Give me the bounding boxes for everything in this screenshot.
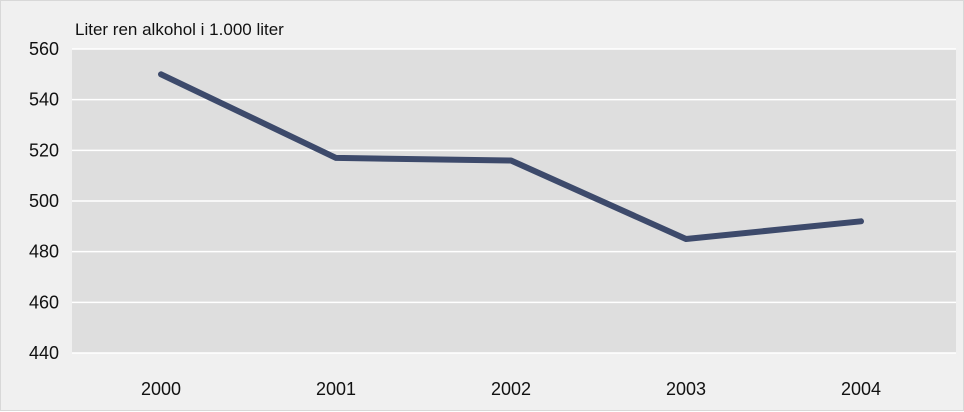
x-tick-label: 2004 <box>841 379 881 399</box>
y-axis-title: Liter ren alkohol i 1.000 liter <box>75 20 284 39</box>
y-tick-label: 460 <box>29 292 59 312</box>
x-tick-label: 2000 <box>141 379 181 399</box>
y-tick-label: 560 <box>29 39 59 59</box>
y-axis-ticks: 440 460 480 500 520 540 560 <box>29 39 59 363</box>
x-axis-ticks: 2000 2001 2002 2003 2004 <box>141 379 881 399</box>
x-tick-label: 2003 <box>666 379 706 399</box>
y-tick-label: 500 <box>29 191 59 211</box>
series-layer <box>158 71 864 242</box>
x-tick-label: 2002 <box>491 379 531 399</box>
series-line <box>158 71 864 242</box>
x-tick-label: 2001 <box>316 379 356 399</box>
gridlines <box>72 48 956 354</box>
y-tick-label: 540 <box>29 90 59 110</box>
y-tick-label: 440 <box>29 343 59 363</box>
y-tick-label: 520 <box>29 140 59 160</box>
y-tick-label: 480 <box>29 242 59 262</box>
